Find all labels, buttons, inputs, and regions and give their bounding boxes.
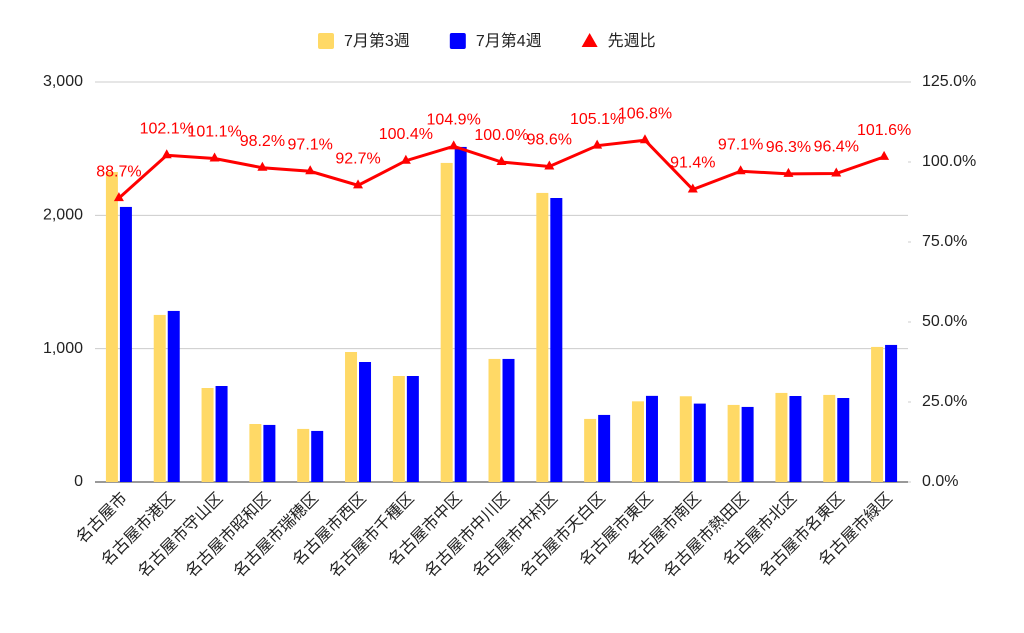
legend-swatch [581,33,598,47]
y2-tick-label: 125.0% [922,73,976,90]
data-label: 100.4% [379,126,433,143]
bar [406,376,419,482]
point [305,165,316,175]
x-tick-label: 名古屋市中川区 [421,489,513,581]
bar [502,358,515,482]
bar [741,406,754,482]
y-tick-label: 3,000 [43,73,83,90]
bar [693,403,706,482]
bar [536,192,549,482]
point [544,160,555,170]
data-label: 98.6% [527,132,572,149]
legend-label: 7月第3週 [344,32,410,50]
data-label: 91.4% [670,155,715,172]
data-label: 100.0% [474,127,528,144]
y2-tick-label: 75.0% [922,233,967,250]
point [592,139,603,149]
bar [167,310,180,482]
bar [885,344,898,482]
point [161,149,172,159]
bar [311,430,324,482]
legend-swatch [318,33,334,49]
point [257,161,268,171]
bar [775,392,788,482]
bar [631,401,644,482]
y-tick-label: 0 [74,473,83,490]
bar [105,172,118,482]
x-tick-label: 名古屋市名東区 [756,489,848,581]
point [496,156,507,165]
bar [488,358,501,482]
data-label: 96.4% [814,139,859,156]
bar [584,418,597,482]
bar [359,362,372,482]
y-tick-label: 1,000 [43,340,83,357]
bar [550,198,563,482]
y2-tick-label: 0.0% [922,473,958,490]
bar [201,388,214,482]
x-tick-label: 名古屋市瑞穂区 [230,489,322,581]
data-label: 97.1% [718,136,763,153]
data-label: 98.2% [240,133,285,150]
bar [249,424,262,482]
point [639,134,650,144]
bar [297,428,310,482]
data-label: 88.7% [96,163,141,180]
point [783,167,794,177]
bar [454,146,467,482]
bar [871,346,884,482]
point [113,192,124,202]
point [879,150,890,160]
x-tick-label: 名古屋市熱田区 [660,489,752,581]
legend-label: 7月第4週 [476,32,542,50]
data-label: 102.1% [140,120,194,137]
bar [440,162,453,482]
bar [215,386,228,482]
data-label: 104.9% [427,112,481,129]
data-label: 96.3% [766,139,811,156]
y2-tick-label: 100.0% [922,153,976,170]
legend-label: 先週比 [608,32,656,50]
point [735,165,746,175]
data-label: 101.6% [857,122,911,139]
y-tick-label: 2,000 [43,207,83,224]
legend-swatch [449,33,466,49]
bar [345,352,358,482]
point [209,152,220,162]
bar [823,394,836,482]
bar [392,376,405,482]
x-tick-label: 名古屋市千種区 [326,489,418,581]
point [831,167,842,177]
bar [837,398,850,482]
data-label: 105.1% [570,111,624,128]
bar [598,414,611,482]
bar [263,424,276,482]
point [353,179,364,189]
point [400,154,411,164]
bar [679,396,692,482]
x-tick-label: 名古屋市天白区 [517,489,609,581]
bar [153,314,166,482]
y2-tick-label: 25.0% [922,393,967,410]
x-tick-label: 名古屋市中村区 [469,489,561,581]
bar [789,396,802,482]
data-label: 92.7% [335,151,380,168]
point [448,140,459,150]
data-label: 97.1% [288,136,333,153]
bar [119,206,132,482]
x-tick-label: 名古屋市守山区 [134,489,226,581]
bar [727,404,740,482]
bar [645,395,658,482]
y2-tick-label: 50.0% [922,313,967,330]
point [687,183,698,193]
data-label: 101.1% [187,124,241,141]
data-label: 106.8% [618,105,672,122]
x-tick-label: 名古屋市昭和区 [182,489,274,581]
